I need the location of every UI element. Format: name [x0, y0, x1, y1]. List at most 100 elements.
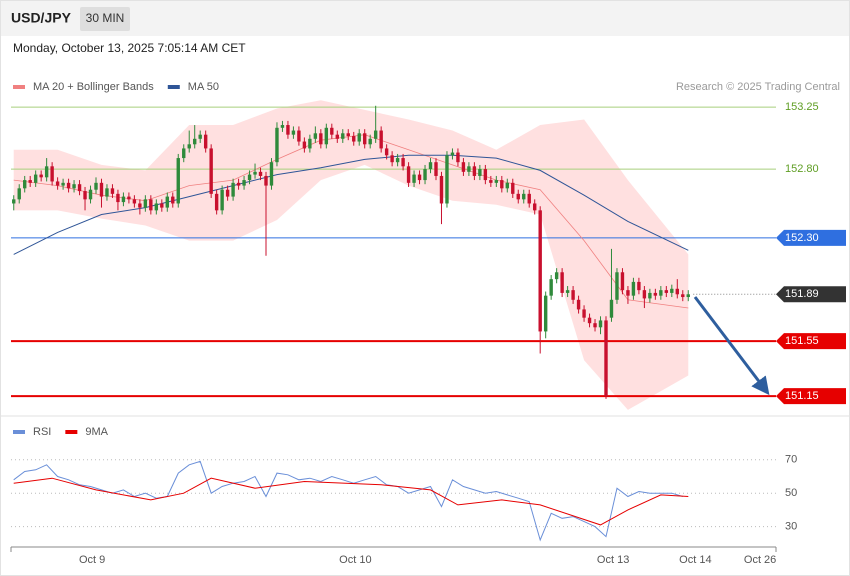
- candle-body: [176, 158, 180, 204]
- candle-body: [505, 182, 509, 189]
- level-label: 151.55: [785, 335, 819, 347]
- candle-body: [116, 193, 120, 203]
- level-label: 152.30: [785, 232, 819, 244]
- candle-body: [670, 288, 674, 293]
- candle-body: [253, 171, 257, 175]
- candle-body: [675, 288, 679, 295]
- candle-body: [110, 188, 115, 194]
- candle-body: [264, 175, 268, 186]
- candle-body: [231, 182, 235, 197]
- candle-body: [609, 299, 614, 318]
- candle-body: [149, 199, 153, 211]
- symbol: USD/JPY: [11, 10, 72, 26]
- candle-body: [543, 295, 548, 332]
- candle-body: [72, 184, 76, 189]
- candle-body: [467, 166, 471, 172]
- candle-body: [620, 272, 625, 291]
- y-tick-label: 50: [785, 487, 797, 499]
- legend-swatch: [65, 430, 78, 434]
- level-tag: [776, 388, 846, 405]
- candle-body: [598, 320, 603, 328]
- x-tick-label: Oct 13: [597, 554, 629, 566]
- candle-body: [593, 323, 597, 328]
- timestamp: Monday, October 13, 2025 7:05:14 AM CET: [13, 41, 246, 55]
- candle-body: [549, 279, 553, 296]
- candle-body: [280, 125, 285, 128]
- candle-body: [511, 182, 515, 194]
- candle-body: [379, 130, 383, 149]
- candle-body: [286, 125, 290, 135]
- candle-body: [631, 281, 636, 296]
- candle-body: [291, 130, 296, 135]
- candle-body: [587, 317, 592, 324]
- candle-body: [105, 188, 109, 197]
- timeframe-badge: [80, 7, 130, 31]
- level-label: 153.25: [785, 101, 819, 113]
- candle-body: [483, 169, 488, 181]
- candle-body: [275, 127, 279, 163]
- candle-body: [247, 174, 252, 181]
- candle-body: [88, 189, 93, 200]
- x-tick-label: Oct 10: [339, 554, 371, 566]
- candle-body: [319, 133, 323, 145]
- candle-body: [373, 130, 378, 139]
- candle-body: [83, 191, 87, 200]
- candle-body: [193, 138, 197, 145]
- candle-body: [423, 169, 427, 181]
- candle-body: [50, 166, 54, 182]
- candle-body: [428, 162, 433, 170]
- candle-body: [28, 180, 32, 183]
- candle-body: [642, 290, 647, 299]
- candle-body: [313, 133, 318, 139]
- y-tick-label: 30: [785, 521, 797, 533]
- candle-body: [269, 162, 274, 186]
- candle-body: [363, 133, 367, 145]
- candle-body: [516, 193, 520, 200]
- candle-body: [395, 158, 400, 163]
- candle-body: [330, 127, 334, 135]
- candle-body: [445, 155, 449, 204]
- candle-body: [341, 133, 345, 139]
- source: Research © 2025 Trading Central: [676, 81, 840, 93]
- candle-body: [214, 193, 219, 211]
- candle-body: [384, 148, 389, 156]
- candle-body: [308, 138, 312, 149]
- candle-body: [637, 281, 641, 291]
- last-price-tag: [776, 286, 846, 303]
- candle-body: [324, 127, 329, 145]
- candle-body: [55, 181, 60, 186]
- level-label: 151.15: [785, 390, 819, 402]
- candle-body: [198, 134, 202, 139]
- candle-body: [659, 290, 663, 296]
- legend-label: MA 20 + Bollinger Bands: [33, 81, 154, 93]
- bollinger-band: [13, 100, 689, 410]
- candle-body: [489, 180, 493, 183]
- candle-body: [297, 130, 301, 142]
- level-tag: [776, 229, 846, 246]
- candle-body: [160, 203, 164, 208]
- candle-body: [565, 290, 570, 293]
- candle-body: [77, 184, 82, 192]
- candle-body: [478, 169, 482, 176]
- candle-body: [39, 174, 43, 178]
- candle-body: [648, 292, 652, 299]
- candle-body: [66, 182, 71, 189]
- candle-body: [653, 292, 658, 296]
- candle-body: [368, 138, 372, 145]
- candle-body: [664, 290, 669, 293]
- candle-body: [352, 136, 356, 142]
- header-bar: [1, 1, 849, 36]
- candle-body: [357, 133, 361, 142]
- candle-body: [187, 144, 191, 149]
- candle-body: [94, 182, 98, 190]
- candle-body: [23, 180, 27, 189]
- candle-body: [165, 196, 169, 208]
- candle-body: [500, 180, 504, 189]
- candle-body: [99, 182, 104, 197]
- candle-body: [417, 174, 422, 181]
- x-tick-label: Oct 14: [679, 554, 711, 566]
- candle-body: [302, 141, 307, 149]
- candle-body: [681, 294, 685, 298]
- legend-label: MA 50: [188, 81, 219, 93]
